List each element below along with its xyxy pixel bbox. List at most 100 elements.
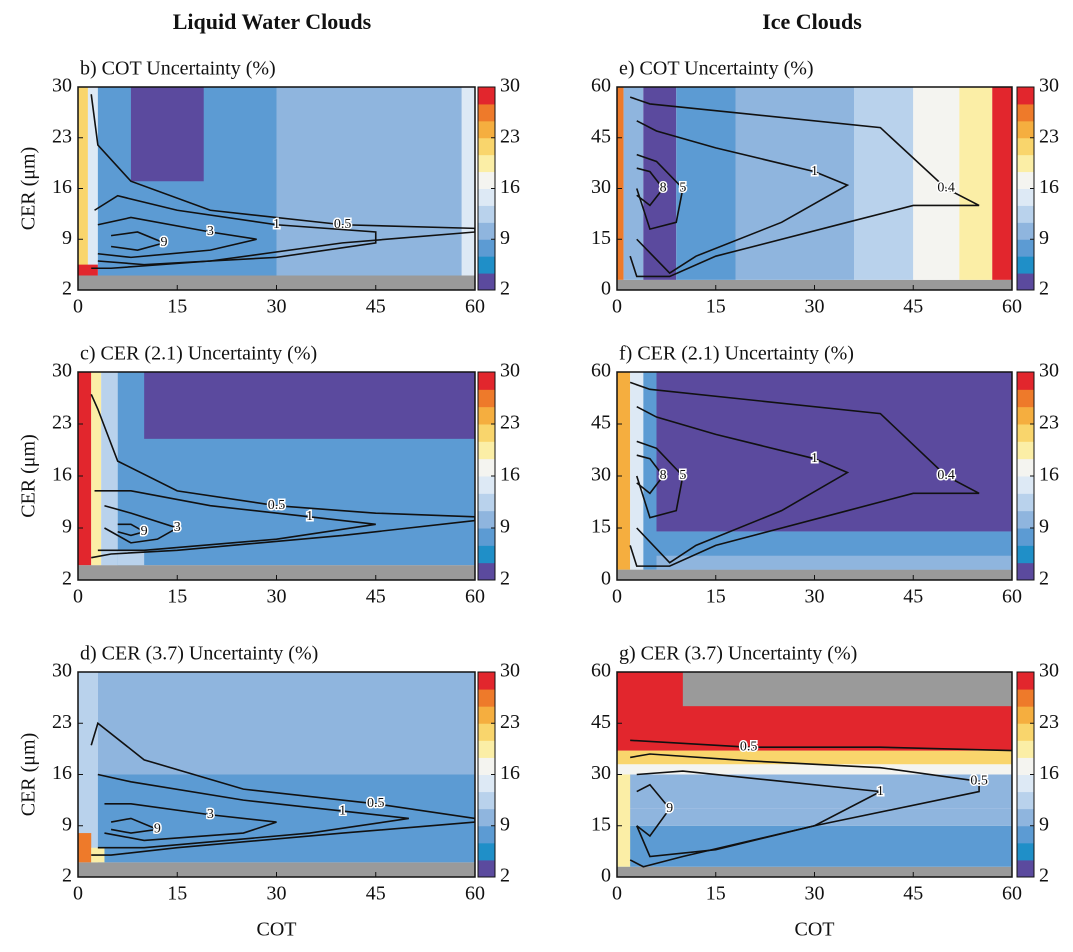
- contour: [104, 802, 277, 842]
- colorbar-tick-label: 2: [1039, 865, 1049, 887]
- panel-title: b) COT Uncertainty (%): [80, 58, 276, 80]
- colorbar-cell: [1017, 706, 1034, 724]
- colorbar-cell: [1017, 222, 1034, 240]
- colorbar-cell: [1017, 774, 1034, 793]
- panel-title: g) CER (3.7) Uncertainty (%): [619, 643, 857, 665]
- cell: [656, 372, 1012, 532]
- x-tick-label: 45: [903, 586, 923, 608]
- contour-label: 8: [660, 468, 667, 483]
- y-tick-label: 15: [591, 813, 611, 835]
- cell: [992, 87, 1012, 280]
- y-axis-label: CER (μm): [18, 434, 40, 518]
- colorbar-cell: [1017, 723, 1034, 741]
- contour: [635, 440, 684, 519]
- colorbar-cell: [478, 723, 495, 741]
- contour-label: 1: [306, 509, 313, 524]
- y-tick-label: 2: [62, 865, 72, 887]
- contour-label: 9: [666, 801, 673, 816]
- colorbar-cell: [478, 458, 495, 477]
- colorbar-cell: [1017, 103, 1034, 122]
- y-tick-label: 9: [62, 227, 72, 249]
- x-tick-label: 60: [465, 586, 485, 608]
- colorbar-cell: [1017, 510, 1034, 529]
- colorbar-cell: [1017, 239, 1034, 257]
- colorbar-cell: [1017, 689, 1034, 707]
- x-tick-label: 30: [267, 296, 287, 318]
- colorbar-tick-label: 9: [500, 516, 510, 538]
- y-tick-label: 15: [591, 227, 611, 249]
- column-title: Liquid Water Clouds: [173, 9, 372, 34]
- x-tick-label: 30: [267, 586, 287, 608]
- contour-label: 0.4: [937, 181, 955, 196]
- colorbar-tick-label: 30: [1039, 660, 1059, 682]
- colorbar-cell: [478, 406, 495, 425]
- x-tick-label: 45: [903, 883, 923, 905]
- cell: [78, 672, 98, 863]
- contour: [629, 381, 980, 567]
- cell: [130, 87, 204, 182]
- y-axis-label: CER (μm): [18, 147, 40, 231]
- colorbar-tick-label: 30: [1039, 360, 1059, 382]
- cell: [78, 264, 98, 276]
- colorbar-cell: [1017, 441, 1034, 460]
- x-tick-label: 60: [1002, 296, 1022, 318]
- cell: [630, 372, 644, 570]
- contour-label: 0.4: [937, 468, 955, 483]
- cell: [461, 87, 475, 276]
- cell: [623, 87, 644, 280]
- x-tick-label: 60: [465, 883, 485, 905]
- colorbar-cell: [478, 545, 495, 564]
- colorbar-cell: [1017, 757, 1034, 775]
- contour-label: 9: [141, 524, 148, 539]
- colorbar-cell: [1017, 171, 1034, 189]
- contour-label: 0.5: [367, 796, 385, 811]
- colorbar-tick-label: 9: [1039, 227, 1049, 249]
- contour: [110, 231, 167, 251]
- colorbar-cell: [1017, 791, 1034, 810]
- colorbar-cell: [478, 389, 495, 408]
- cell: [617, 764, 1012, 775]
- colorbar-cell: [478, 205, 495, 223]
- cell: [617, 808, 1012, 826]
- cell: [617, 750, 1012, 765]
- colorbar-tick-label: 9: [500, 813, 510, 835]
- colorbar-cell: [478, 273, 495, 291]
- colorbar-cell: [478, 120, 495, 139]
- x-axis-label: COT: [257, 919, 297, 941]
- colorbar-cell: [1017, 205, 1034, 223]
- colorbar-tick-label: 9: [500, 227, 510, 249]
- cell: [617, 774, 631, 867]
- colorbar-cell: [478, 441, 495, 460]
- contour: [636, 454, 665, 495]
- contour: [629, 96, 980, 278]
- x-tick-label: 0: [612, 883, 622, 905]
- cell: [656, 555, 1012, 570]
- colorbar-cell: [478, 103, 495, 122]
- colorbar-tick-label: 9: [1039, 813, 1049, 835]
- colorbar-cell: [478, 562, 495, 581]
- contour: [94, 490, 376, 552]
- cell: [617, 569, 1012, 580]
- colorbar-cell: [1017, 256, 1034, 274]
- colorbar-cell: [478, 740, 495, 758]
- cell: [78, 833, 92, 863]
- colorbar-cell: [478, 689, 495, 707]
- colorbar-cell: [478, 493, 495, 512]
- y-tick-label: 9: [62, 813, 72, 835]
- colorbar-cell: [1017, 825, 1034, 844]
- cell: [97, 672, 475, 775]
- contour-label: 5: [679, 468, 686, 483]
- colorbar-cell: [1017, 154, 1034, 173]
- colorbar-cell: [1017, 476, 1034, 494]
- y-tick-label: 0: [601, 865, 611, 887]
- y-tick-label: 2: [62, 568, 72, 590]
- cell: [735, 87, 854, 280]
- cell: [682, 672, 1012, 707]
- contour-label: 0.5: [740, 739, 758, 754]
- y-tick-label: 60: [591, 360, 611, 382]
- cell: [643, 372, 657, 570]
- colorbar-cell: [478, 222, 495, 240]
